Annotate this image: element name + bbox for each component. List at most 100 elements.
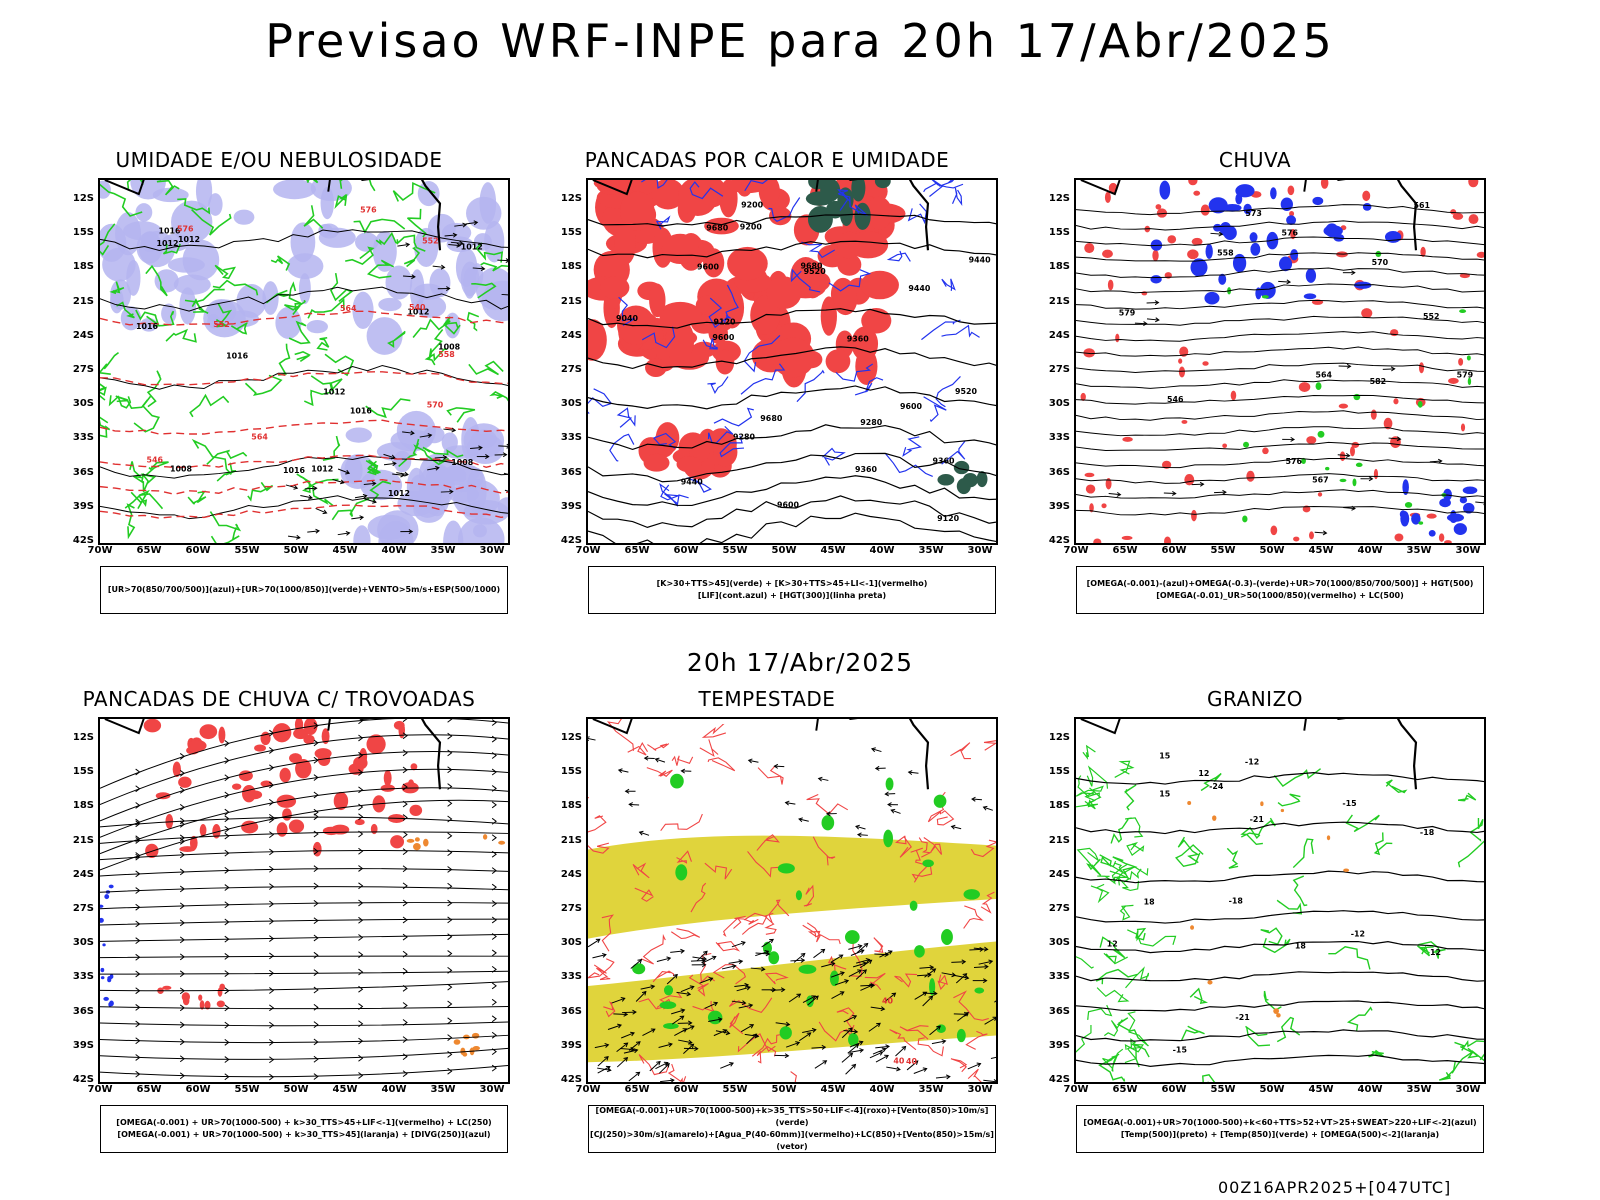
contour-label: 552 [1423, 312, 1440, 321]
panel-title: PANCADAS POR CALOR E UMIDADE [584, 148, 950, 172]
contour-label: 1016 [350, 406, 373, 415]
lon-label: 40W [869, 1084, 895, 1095]
lon-label: 50W [283, 1084, 309, 1095]
contour-label: 9280 [860, 418, 883, 427]
lat-label: 33S [1048, 971, 1070, 983]
contour-label: 9680 [801, 261, 824, 270]
lat-label: 24S [560, 868, 582, 880]
lon-label: 35W [1406, 545, 1432, 556]
lat-label: 30S [1048, 398, 1070, 410]
legend-line: [CJ(250)>30m/s](amarelo)+[Agua_P(40-60mm… [590, 1130, 994, 1151]
contour-label: 9520 [955, 387, 978, 396]
lat-label: 27S [72, 903, 94, 914]
contour-label: 18 [1295, 942, 1307, 951]
lon-label: 40W [1357, 545, 1383, 556]
lon-label: 60W [1161, 545, 1187, 556]
contour-label: -24 [1209, 782, 1224, 791]
contour-label: -18 [1420, 828, 1435, 837]
lat-label: 21S [560, 295, 582, 307]
contour-label: 12 [1198, 769, 1209, 778]
legend-line: [LIF](cont.azul) + [HGT(300)](linha pret… [697, 591, 887, 600]
contour-label: 9200 [741, 201, 764, 210]
contour-label: 1012 [388, 489, 410, 498]
map-svg [100, 719, 508, 1081]
contour-label: -12 [1351, 929, 1365, 938]
legend-line: [OMEGA(-0.01)_UR>50(1000/850)(vermelho) … [1156, 591, 1404, 600]
lon-label: 55W [234, 1084, 260, 1095]
contour-label: 1012 [407, 307, 429, 316]
contour-label: -18 [1229, 897, 1244, 906]
legend-line: [OMEGA(-0.001)+UR>70(1000-500)+k<60+TTS>… [1083, 1118, 1477, 1127]
lon-label: 40W [869, 545, 895, 556]
lat-label: 27S [1048, 364, 1070, 375]
contour-label: 573 [1245, 209, 1262, 218]
lon-label: 35W [918, 1084, 944, 1095]
contour-label: 12 [1430, 948, 1441, 957]
lat-label: 30S [560, 398, 582, 410]
lon-label: 30W [479, 1084, 505, 1095]
contour-label: 576 [1281, 228, 1298, 237]
lat-label: 39S [1048, 500, 1070, 512]
legend-box: [OMEGA(-0.001)-(azul)+OMEGA(-0.3)-(verde… [1076, 566, 1484, 614]
contour-label: 570 [1372, 258, 1389, 267]
lon-label: 70W [87, 1084, 113, 1095]
legend-box: [UR>70(850/700/500)](azul)+[UR>70(1000/8… [100, 566, 508, 614]
lon-label: 70W [575, 1084, 601, 1095]
contour-label: 40 [882, 996, 894, 1005]
legend-line: [Temp(500)](preto) + [Temp(850)](verde) … [1120, 1130, 1440, 1139]
lat-label: 12S [560, 732, 582, 743]
legend-line: [OMEGA(-0.001) + UR>70(1000-500) + k>30_… [117, 1130, 491, 1139]
lat-label: 36S [1048, 466, 1070, 478]
lon-label: 30W [479, 545, 505, 556]
legend-box: [OMEGA(-0.001)+UR>70(1000-500)+k>35_TTS>… [588, 1105, 996, 1153]
lon-label: 65W [624, 545, 650, 556]
lat-label: 21S [72, 295, 94, 307]
contour-label: 552 [422, 237, 439, 246]
contour-label: 9200 [740, 223, 763, 232]
lat-label: 12S [1048, 732, 1070, 743]
lon-label: 65W [1112, 545, 1138, 556]
lat-label: 39S [72, 1039, 94, 1051]
contour-label: -12 [1245, 758, 1259, 767]
lon-label: 30W [1455, 1084, 1481, 1095]
contour-label: 9680 [706, 224, 729, 233]
contour-label: 579 [1119, 309, 1136, 318]
forecast-map: 9680 9680 9680 9600 9600 9600 9600 9520 9520 9440… [586, 178, 998, 545]
lat-label: 21S [1048, 295, 1070, 307]
lon-label: 65W [136, 1084, 162, 1095]
lat-label: 39S [560, 500, 582, 512]
lat-label: 42S [72, 1074, 94, 1085]
lon-label: 60W [1161, 1084, 1187, 1095]
lat-label: 36S [560, 1005, 582, 1017]
contour-label: 1012 [311, 464, 333, 473]
contour-label: 564 [251, 433, 268, 442]
lat-label: 27S [560, 364, 582, 375]
contour-label: 9440 [969, 256, 992, 265]
forecast-map: -12 -12 -15 -15 -18 -18 -21 -21 -24 18 12 12 12 15 18 1… [1074, 717, 1486, 1084]
lat-label: 15S [72, 766, 94, 778]
lat-label: 27S [1048, 903, 1070, 914]
lon-label: 45W [332, 1084, 358, 1095]
contour-label: 9600 [900, 402, 923, 411]
panel-title: CHUVA [1218, 148, 1292, 172]
contour-label: 9600 [712, 333, 735, 342]
lat-label: 36S [1048, 1005, 1070, 1017]
run-timestamp: 00Z16APR2025+[047UTC] [1218, 1178, 1452, 1197]
forecast-map: 1012 1012 1012 1016 1016 1016 1016 1008 1008 1008… [98, 178, 510, 545]
lon-label: 50W [771, 545, 797, 556]
contour-label: 576 [177, 224, 194, 233]
lat-label: 33S [72, 432, 94, 444]
contour-label: 1016 [283, 466, 306, 475]
contour-label: 1016 [159, 226, 182, 235]
lat-label: 36S [72, 1005, 94, 1017]
contour-label: 576 [1286, 457, 1303, 466]
lat-label: 33S [560, 432, 582, 444]
contour-label: -15 [1173, 1045, 1187, 1054]
contour-label: 1008 [438, 342, 461, 351]
lat-label: 24S [72, 329, 94, 341]
legend-box: [K>30+TTS>45](verde) + [K>30+TTS>45+LI<-… [588, 566, 996, 614]
panel-title: TEMPESTADE [698, 687, 836, 711]
contour-label: 9360 [933, 456, 956, 465]
lat-label: 18S [560, 261, 582, 273]
